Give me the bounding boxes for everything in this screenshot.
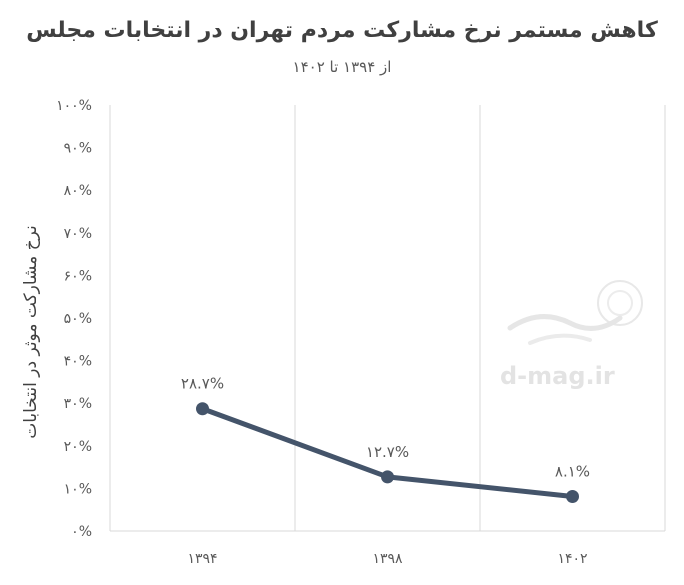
data-point [381, 470, 394, 484]
y-tick-label: ۱۰۰% [56, 98, 92, 114]
data-label: ۸.۱% [555, 462, 590, 480]
data-point [566, 489, 579, 503]
x-tick-label: ۱۳۹۸ [372, 551, 403, 567]
y-tick-label: ۴۰% [64, 354, 92, 370]
y-tick-label: ۱۰% [64, 481, 92, 497]
x-tick-label: ۱۳۹۴ [187, 551, 217, 567]
y-tick-label: ۶۰% [64, 268, 92, 284]
data-label: ۲۸.۷% [181, 375, 224, 393]
y-tick-label: ۵۰% [64, 311, 92, 327]
watermark-site: d-mag.ir [500, 362, 615, 390]
y-tick-label: ۲۰% [64, 439, 92, 455]
x-tick-labels: ۱۳۹۴ ۱۳۹۸ ۱۴۰۲ [187, 551, 587, 567]
y-tick-label: ۳۰% [64, 396, 92, 412]
y-tick-labels: ۰% ۱۰% ۲۰% ۳۰% ۴۰% ۵۰% ۶۰% ۷۰% ۸۰% ۹۰% ۱۰۰% [56, 98, 92, 540]
chart-subtitle: از ۱۳۹۴ تا ۱۴۰۲ [292, 58, 392, 76]
y-tick-label: ۷۰% [64, 226, 92, 242]
chart-title: کاهش مستمر نرخ مشارکت مردم تهران در انتخ… [26, 18, 658, 43]
watermark-logo [500, 268, 650, 358]
data-label: ۱۲.۷% [366, 443, 409, 461]
y-tick-label: ۸۰% [64, 183, 92, 199]
data-point [196, 402, 209, 416]
y-tick-label: ۰% [71, 524, 92, 540]
gridlines [109, 105, 666, 532]
y-tick-label: ۹۰% [64, 141, 92, 157]
series-line [196, 402, 579, 503]
data-labels: ۲۸.۷% ۱۲.۷% ۸.۱% [181, 375, 590, 481]
x-tick-label: ۱۴۰۲ [557, 551, 587, 567]
